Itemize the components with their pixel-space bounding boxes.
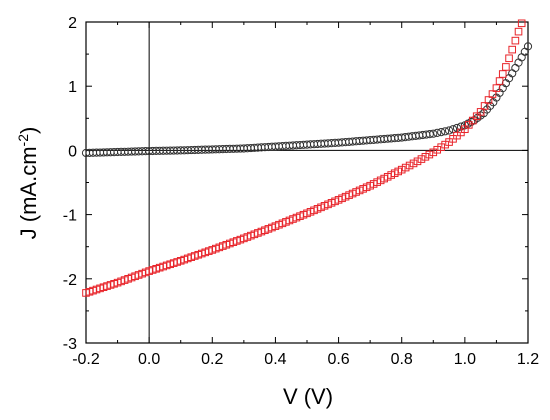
square-marker [508,45,517,54]
y-axis-title-close: ) [16,127,41,134]
square-marker [461,125,469,134]
x-tick-label: 0.4 [264,351,286,368]
circle-marker [441,127,450,136]
square-marker [405,161,414,170]
y-tick-label: -1 [63,208,77,225]
x-tick-label: 1.0 [454,351,476,368]
square-marker [409,159,418,168]
x-tick-label: -0.2 [72,351,100,368]
y-axis-title-main: J (mA.cm [16,146,41,239]
square-marker [417,155,426,163]
y-tick-label: -2 [63,272,77,289]
series-2-square [82,19,526,297]
circle-marker [517,53,526,62]
square-marker [511,36,520,45]
square-marker [472,112,481,121]
reference-lines [86,22,528,343]
square-marker [465,121,473,129]
square-marker [468,116,477,125]
square-marker [413,157,422,166]
circle-marker [514,58,523,67]
y-tick-label: 0 [68,143,77,160]
circle-marker [437,128,446,137]
series-1-circle [81,42,533,158]
data-series [81,19,533,297]
circle-marker [452,123,462,133]
y-tick-label: -3 [63,336,77,353]
square-marker [425,150,434,159]
square-marker [401,163,410,172]
circle-marker [456,122,466,131]
x-axis-title: V (V) [283,384,333,409]
x-tick-label: 0.2 [201,351,223,368]
circle-marker [523,42,533,51]
plot-frame [85,21,529,344]
square-marker [441,140,449,149]
y-tick-label: 1 [68,79,77,96]
square-marker [517,19,526,28]
square-marker [498,70,507,78]
square-marker [421,153,430,161]
y-axis-title: J (mA.cm-2) [15,127,41,240]
square-marker [488,90,497,98]
circle-marker [444,126,454,135]
axis-ticks: -0.2 0.0 0.2 0.4 0.6 0.8 1.0 1.2 -3 -2 -1 0 1 2 [63,15,539,368]
y-tick-label: 2 [68,15,77,32]
square-marker [397,165,406,174]
square-marker [484,96,493,104]
square-marker [437,143,445,151]
plot-border [85,21,529,344]
x-tick-label: 0.8 [391,351,413,368]
circle-marker [429,129,438,138]
square-marker [502,63,510,71]
circle-marker [511,63,520,73]
square-marker [505,54,513,63]
square-marker [480,102,489,110]
circle-marker [448,125,458,134]
x-tick-label: 0.0 [138,351,160,368]
square-marker [476,108,485,116]
circle-marker [520,47,529,56]
circle-marker [433,128,442,138]
square-marker [429,148,438,157]
x-tick-label: 0.6 [327,351,349,368]
square-marker [433,145,442,154]
x-tick-label: 1.2 [517,351,539,368]
square-marker [514,27,523,36]
y-axis-title-superscript: -2 [15,134,31,147]
